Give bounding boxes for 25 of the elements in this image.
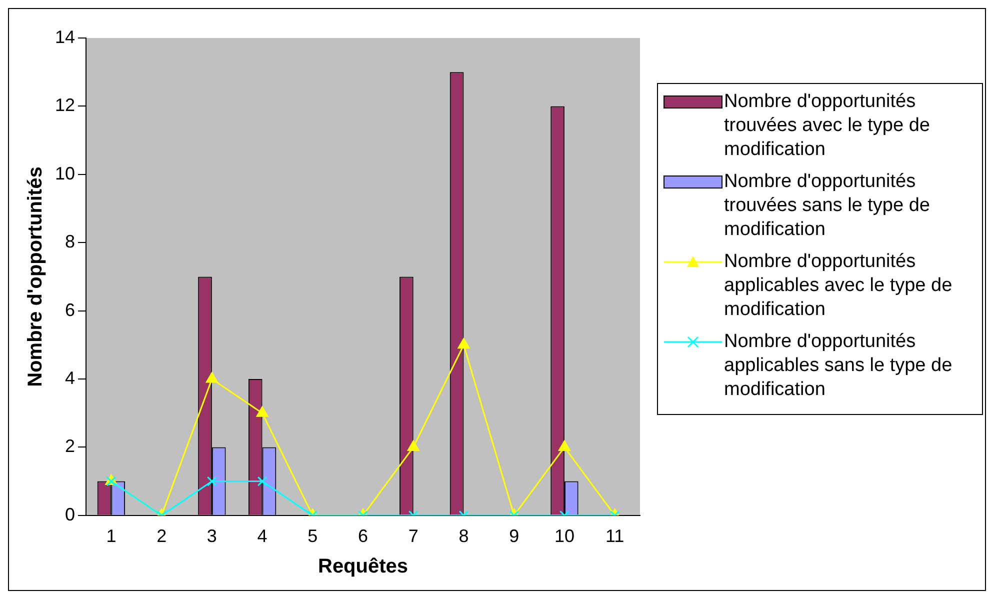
x-tick-label: 7 [408, 526, 418, 546]
x-tick-label: 9 [509, 526, 520, 546]
legend-label: Nombre d'opportunités applicables sans le type de modification [724, 330, 954, 402]
x-axis-title: Requêtes [318, 556, 408, 578]
x-tick-label: 6 [358, 526, 368, 546]
y-axis-title: Nombre d'opportunités [24, 166, 47, 387]
y-tick-label: 10 [54, 163, 76, 184]
x-tick-label: 5 [308, 526, 318, 546]
y-tick-label: 2 [65, 436, 76, 456]
x-tick-label: 8 [458, 526, 469, 546]
legend-label: Nombre d'opportunités trouvées sans le type de modification [724, 170, 931, 242]
y-tick-label: 0 [65, 504, 76, 524]
y-tick-label: 4 [65, 368, 76, 388]
y-tick-label: 8 [65, 232, 76, 252]
x-tick-label: 4 [257, 526, 268, 546]
x-tick-label: 3 [206, 526, 217, 546]
y-tick-label: 14 [54, 26, 76, 47]
x-tick-label: 11 [605, 526, 624, 546]
y-tick-label: 12 [54, 95, 76, 116]
legend-label: Nombre d'opportunités applicables avec le type de modification [724, 250, 954, 322]
x-tick-label: 2 [156, 526, 167, 546]
x-tick-label: 1 [106, 526, 116, 546]
legend-label: Nombre d'opportunités trouvées avec le type de modification [724, 90, 931, 162]
y-tick-label: 6 [65, 300, 76, 320]
x-tick-label: 10 [554, 526, 574, 546]
